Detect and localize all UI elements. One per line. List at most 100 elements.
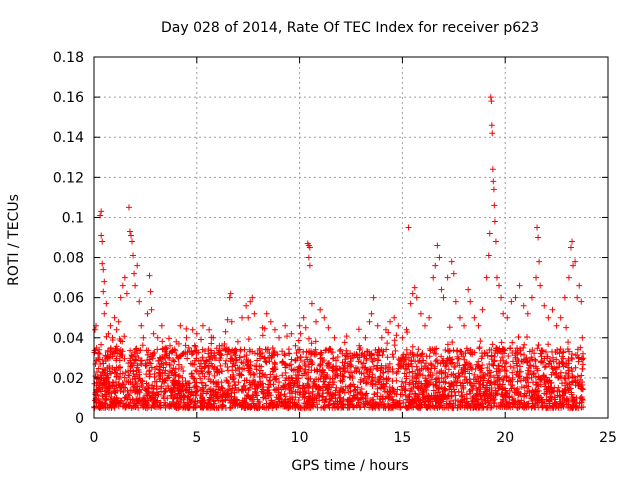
data-point [238,387,245,394]
data-point [455,398,462,405]
data-point [482,399,489,406]
data-point [259,332,266,339]
data-point [443,396,450,403]
data-point [313,350,320,357]
data-point [135,404,142,411]
data-point [548,389,555,396]
data-point [267,401,274,408]
chart-title: Day 028 of 2014, Rate Of TEC Index for r… [161,20,539,36]
data-point [537,282,544,289]
data-point [477,401,484,408]
data-point [97,212,104,219]
data-point [505,393,512,400]
data-point [400,351,407,358]
data-point [300,314,307,321]
data-point [102,397,109,404]
data-point [267,371,274,378]
data-point [286,380,293,387]
data-point [536,258,543,265]
data-point [306,244,313,251]
data-point [354,389,361,396]
data-point [286,385,293,392]
data-point [224,363,231,370]
data-point [199,404,206,411]
data-point [159,378,166,385]
data-point [448,381,455,388]
data-point [205,346,212,353]
data-point [147,395,154,402]
data-point [563,324,570,331]
data-point [217,387,224,394]
data-point [445,380,452,387]
data-point [271,348,278,355]
data-point [546,398,553,405]
data-point [334,404,341,411]
data-point [542,380,549,387]
data-point [228,355,235,362]
data-point [268,397,275,404]
data-point [331,334,338,341]
data-point [507,363,514,370]
data-point [254,404,261,411]
y-axis-label: ROTI / TECUs [6,194,22,286]
data-point [321,378,328,385]
data-point [259,403,266,410]
data-point [452,298,459,305]
data-point [313,318,320,325]
data-point [224,351,231,358]
data-point [565,356,572,363]
data-point [421,363,428,370]
y-tick-label: 0 [75,411,84,427]
data-point [344,401,351,408]
data-point [150,396,157,403]
data-point [541,364,548,371]
data-point [432,394,439,401]
data-point [153,389,160,396]
data-point [113,326,120,333]
data-point [227,399,234,406]
data-point [490,186,497,193]
data-point [447,398,454,405]
data-point [403,326,410,333]
data-point [436,385,443,392]
data-point [253,392,260,399]
data-point [579,334,586,341]
data-point [400,399,407,406]
data-point [544,355,551,362]
data-point [555,384,562,391]
data-point [529,387,536,394]
data-point [479,361,486,368]
data-point [330,363,337,370]
data-point [458,348,465,355]
data-point [499,403,506,410]
data-point [135,354,142,361]
data-point [102,401,109,408]
data-point [489,166,496,173]
data-point [367,352,374,359]
data-point [466,379,473,386]
data-point [393,332,400,339]
data-point [489,130,496,137]
data-point [458,382,465,389]
data-point [380,369,387,376]
data-point [276,334,283,341]
data-point [222,360,229,367]
data-point [351,383,358,390]
data-point [503,359,510,366]
data-point [579,361,586,368]
data-point [247,298,254,305]
y-tick-label: 0.12 [53,170,84,186]
data-point [465,400,472,407]
data-point [493,390,500,397]
data-point [580,355,587,362]
data-point [148,306,155,313]
data-point [146,368,153,375]
data-point [505,377,512,384]
data-point [456,314,463,321]
data-point [409,351,416,358]
data-point [150,330,157,337]
data-point [385,375,392,382]
data-point [480,373,487,380]
data-point [554,387,561,394]
data-point [210,388,217,395]
